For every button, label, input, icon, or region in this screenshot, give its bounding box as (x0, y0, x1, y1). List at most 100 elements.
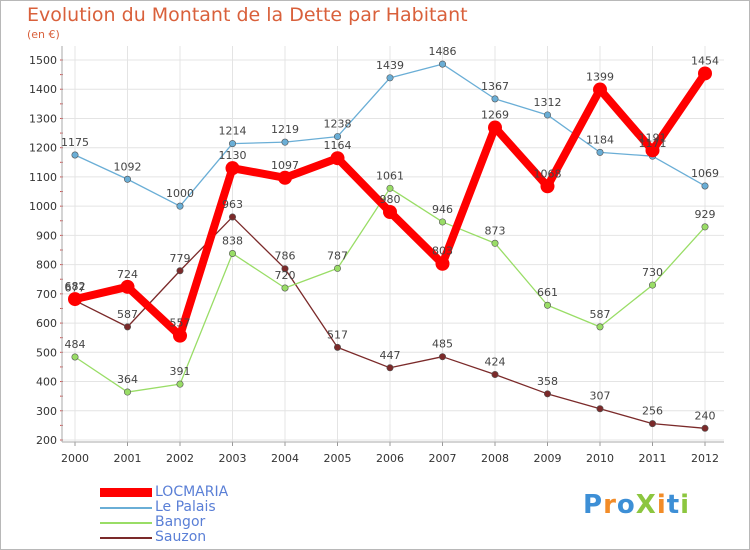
legend-label-locmaria: LOCMARIA (155, 484, 229, 500)
data-point-le-palais (596, 148, 604, 156)
data-point-bangor (386, 184, 394, 192)
data-point-sauzon (491, 371, 499, 379)
data-label-sauzon: 307 (590, 390, 611, 403)
data-point-le-palais (438, 60, 446, 68)
data-label-bangor: 484 (65, 338, 86, 351)
legend-swatch-bangor (100, 522, 152, 524)
x-tick-label: 2012 (691, 452, 719, 465)
data-label-sauzon: 779 (170, 252, 191, 265)
data-point-sauzon (438, 353, 446, 361)
data-label-bangor: 391 (170, 365, 191, 378)
legend-label-bangor: Bangor (155, 514, 206, 530)
data-point-le-palais (281, 138, 289, 146)
data-point-locmaria (120, 279, 135, 294)
data-label-le-palais: 1238 (324, 118, 352, 131)
data-point-le-palais (543, 111, 551, 119)
data-label-bangor: 787 (327, 249, 348, 262)
y-tick-label: 700 (36, 288, 57, 301)
data-label-bangor: 720 (275, 269, 296, 282)
y-tick-label: 800 (36, 259, 57, 272)
y-tick-label: 1400 (29, 83, 57, 96)
data-label-bangor: 587 (590, 308, 611, 321)
data-point-locmaria (645, 143, 660, 158)
data-point-bangor (229, 250, 237, 258)
data-label-sauzon: 424 (485, 356, 506, 369)
data-label-bangor: 838 (222, 235, 243, 248)
legend-label-sauzon: Sauzon (155, 529, 207, 545)
data-label-bangor: 1061 (376, 169, 404, 182)
data-point-bangor (701, 223, 709, 231)
data-label-le-palais: 1214 (219, 125, 247, 138)
y-tick-label: 600 (36, 317, 57, 330)
data-point-le-palais (176, 202, 184, 210)
data-label-locmaria: 682 (65, 280, 86, 293)
data-label-le-palais: 1171 (639, 137, 667, 150)
logo-letter: r (603, 490, 617, 520)
data-point-bangor (176, 380, 184, 388)
y-tick-label: 1100 (29, 171, 57, 184)
data-label-bangor: 929 (695, 208, 716, 221)
x-tick-label: 2002 (166, 452, 194, 465)
x-tick-label: 2007 (429, 452, 457, 465)
y-tick-label: 500 (36, 346, 57, 359)
x-tick-label: 2011 (639, 452, 667, 465)
x-tick-label: 2010 (586, 452, 614, 465)
chart-subtitle: (en €) (27, 28, 60, 41)
data-point-bangor (543, 301, 551, 309)
data-point-bangor (281, 284, 289, 292)
data-point-sauzon (281, 265, 289, 273)
x-tick-label: 2005 (324, 452, 352, 465)
data-label-le-palais: 1439 (376, 59, 404, 72)
data-label-locmaria: 1130 (219, 149, 247, 162)
data-point-locmaria (278, 170, 292, 185)
data-label-le-palais: 1367 (481, 80, 509, 93)
x-tick-label: 2008 (481, 452, 509, 465)
data-label-locmaria: 803 (432, 245, 453, 258)
data-point-bangor (438, 218, 446, 226)
data-point-le-palais (386, 74, 394, 82)
legend: LOCMARIA Le Palais Bangor Sauzon (100, 484, 300, 546)
legend-label-le-palais: Le Palais (155, 499, 216, 515)
data-label-le-palais: 1092 (114, 160, 142, 173)
logo-letter: t (666, 490, 681, 520)
data-label-sauzon: 517 (327, 328, 348, 341)
legend-item-le-palais: Le Palais (100, 499, 300, 516)
data-label-locmaria: 1068 (534, 167, 562, 180)
data-point-locmaria (593, 82, 607, 97)
data-label-sauzon: 358 (537, 375, 558, 388)
data-label-le-palais: 1486 (429, 45, 457, 58)
y-tick-label: 1300 (29, 112, 57, 125)
x-tick-label: 2004 (271, 452, 299, 465)
data-label-sauzon: 786 (275, 250, 296, 263)
legend-swatch-sauzon (100, 537, 152, 539)
data-label-sauzon: 963 (222, 198, 243, 211)
data-label-sauzon: 485 (432, 338, 453, 351)
y-tick-label: 300 (36, 405, 57, 418)
data-label-le-palais: 1184 (586, 133, 614, 146)
data-label-locmaria: 557 (170, 317, 191, 330)
logo-letter: i (680, 490, 691, 520)
chart-title: Evolution du Montant de la Dette par Hab… (27, 4, 468, 26)
data-label-locmaria: 980 (380, 193, 401, 206)
y-tick-label: 1200 (29, 142, 57, 155)
data-point-sauzon (648, 420, 656, 428)
data-point-le-palais (229, 140, 237, 148)
data-point-sauzon (386, 364, 394, 372)
data-label-sauzon: 256 (642, 405, 663, 418)
y-tick-label: 200 (36, 434, 57, 447)
data-label-sauzon: 587 (117, 308, 138, 321)
logo-letter: o (616, 490, 636, 520)
data-point-sauzon (176, 267, 184, 275)
x-tick-label: 2009 (534, 452, 562, 465)
data-point-sauzon (229, 213, 237, 221)
data-point-bangor (71, 353, 79, 361)
y-tick-label: 1500 (29, 54, 57, 67)
data-point-le-palais (333, 133, 341, 141)
legend-item-sauzon: Sauzon (100, 529, 300, 546)
data-label-sauzon: 240 (695, 409, 716, 422)
legend-item-locmaria: LOCMARIA (100, 484, 300, 501)
data-point-locmaria (68, 292, 82, 307)
data-point-locmaria (698, 66, 712, 81)
data-point-bangor (648, 281, 656, 289)
plot-area (62, 46, 724, 442)
